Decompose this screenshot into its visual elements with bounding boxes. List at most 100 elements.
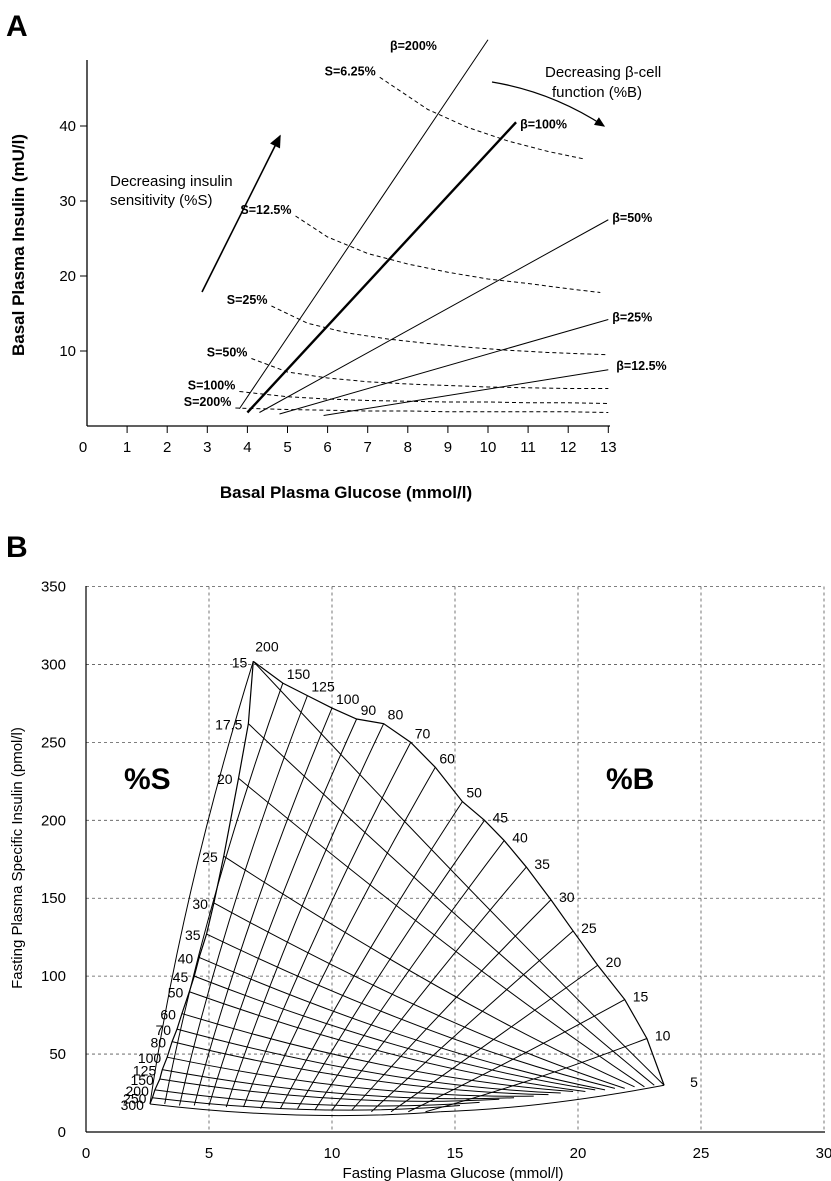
panel-b-s-value-label: 15 xyxy=(232,654,248,670)
panel-b-s-curve xyxy=(171,1041,549,1096)
panel-a-sensitivity-arrow xyxy=(201,134,281,293)
panel-b-s-value-label: 25 xyxy=(202,849,218,865)
panel-b-b-curve xyxy=(331,866,527,1111)
panel-b-b-value-label: 100 xyxy=(336,691,360,707)
panel-b-b-value-label: 50 xyxy=(466,785,482,801)
panel-b-x-tick-label: 5 xyxy=(205,1145,213,1162)
panel-a-s-curve xyxy=(239,391,609,404)
panel-b-y-axis-title: Fasting Plasma Specific Insulin (pmol/l) xyxy=(9,727,26,989)
panel-b-s-value-label: 70 xyxy=(155,1022,171,1038)
panel-a-x-tick-label: 3 xyxy=(203,439,211,456)
panel-b-b-curve xyxy=(390,964,598,1113)
panel-a-x-tick-label: 8 xyxy=(404,439,412,456)
panel-a-y-tick-label: 10 xyxy=(59,343,76,360)
panel-b-s-value-label: 50 xyxy=(168,985,184,1001)
panel-b-b-curve xyxy=(297,820,485,1109)
panel-a-y-ticks: 10 20 30 40 xyxy=(59,118,87,360)
panel-b-b-value-label: 80 xyxy=(388,707,404,723)
panel-b-y-tick-label: 150 xyxy=(41,890,66,907)
panel-b-b-value-label: 70 xyxy=(415,725,431,741)
panel-b-b-curve xyxy=(279,801,463,1109)
panel-a-beta-line-label: β=50% xyxy=(612,211,652,225)
panel-b-b-value-label: 35 xyxy=(534,856,550,872)
panel-b-b-value-label: 40 xyxy=(512,830,528,846)
panel-b-b-curve xyxy=(178,695,308,1106)
panel-b-s-value-label: 150 xyxy=(130,1072,154,1088)
panel-b-b-value-label: 10 xyxy=(655,1027,671,1043)
panel-a-beta-line xyxy=(246,121,517,414)
panel-a-letter: A xyxy=(6,10,28,43)
panel-a-x-tick-label: 9 xyxy=(444,439,452,456)
panel-b-s-value-label: 100 xyxy=(138,1050,162,1066)
panel-a-x-tick-label: 5 xyxy=(283,439,291,456)
panel-a-beta-line xyxy=(238,39,489,410)
panel-a-beta-line-label: β=12.5% xyxy=(616,359,666,373)
panel-a-x-axis-title: Basal Plasma Glucose (mmol/l) xyxy=(220,483,472,502)
panel-b-b-curve xyxy=(314,840,505,1111)
panel-b-s-curve xyxy=(167,1056,534,1097)
panel-a-sensitivity-annotation-line1: Decreasing insulin xyxy=(110,173,233,190)
panel-a-y-tick-label: 20 xyxy=(59,268,76,285)
panel-b-s-curve xyxy=(194,975,596,1091)
panel-b-s-curve xyxy=(159,1078,500,1102)
panel-b-s-curve xyxy=(238,777,645,1088)
panel-b-s-curve xyxy=(149,1103,441,1117)
panel-a-s-curve-label: S=50% xyxy=(207,346,248,360)
panel-a-s-curve xyxy=(235,407,609,413)
panel-b-b-value-label: 200 xyxy=(255,638,279,654)
panel-a-beta-annotation-line1: Decreasing β-cell xyxy=(545,64,661,81)
panel-b-y-tick-label: 300 xyxy=(41,656,66,673)
panel-b-s-curves-group xyxy=(149,660,665,1117)
panel-b-s-curve xyxy=(154,1089,480,1107)
panel-b-x-tick-label: 30 xyxy=(816,1145,831,1162)
panel-a-beta-line-label: β=25% xyxy=(612,311,652,325)
panel-b-left-boundary xyxy=(149,661,254,1105)
panel-b-b-curve xyxy=(149,661,254,1105)
panel-b-top-boundary xyxy=(252,660,665,1086)
panel-b-s-value-label: 40 xyxy=(178,950,194,966)
panel-a-s-curve-label: S=12.5% xyxy=(240,203,291,217)
panel-b-s-value-label: 20 xyxy=(217,771,233,787)
panel-b-s-value-label: 250 xyxy=(123,1091,147,1107)
panel-b-b-value-label: 30 xyxy=(559,889,575,905)
panel-b-b-curve xyxy=(440,1084,665,1113)
panel-a-beta-function-arrow xyxy=(491,81,606,127)
panel-b-y-tick-label: 50 xyxy=(49,1046,66,1063)
panel-a-beta-line xyxy=(323,369,609,416)
panel-a-x-tick-label: 4 xyxy=(243,439,251,456)
panel-b-b-value-label: 5 xyxy=(690,1074,698,1090)
panel-b-b-curve xyxy=(208,718,358,1106)
panel-b-s-curve xyxy=(181,1013,574,1092)
panel-a-s-curve-label: S=200% xyxy=(184,395,232,409)
panel-a-y-tick-label: 40 xyxy=(59,118,76,135)
panel-b-x-tick-label: 15 xyxy=(447,1145,464,1162)
panel-b-s-value-label: 125 xyxy=(133,1063,157,1079)
panel-b-b-curves-group xyxy=(149,660,665,1113)
panel-b-b-value-label: 20 xyxy=(606,954,622,970)
panel-b-s-curve xyxy=(206,933,616,1089)
panel-a-s-curve xyxy=(271,305,609,356)
panel-b-s-value-label: 30 xyxy=(192,896,208,912)
panel-b-b-value-label: 125 xyxy=(311,679,335,695)
panel-b-b-curve xyxy=(242,742,412,1108)
panel-a-beta-annotation-line2: function (%B) xyxy=(552,84,642,101)
panel-a-s-curve-label: S=100% xyxy=(188,379,236,393)
panel-b-s-region-label: %S xyxy=(124,763,171,796)
panel-b-x-tick-label: 20 xyxy=(570,1145,587,1162)
panel-a-beta-series-group: β=200% β=100% β=50% β=25% β=12.5% xyxy=(238,39,667,416)
panel-b-b-region-label: %B xyxy=(606,763,654,796)
panel-b-x-tick-label: 25 xyxy=(693,1145,710,1162)
panel-a-beta-line xyxy=(259,219,609,413)
panel-a-s-curve-label: S=25% xyxy=(227,293,268,307)
panel-a-s-curve xyxy=(295,215,601,293)
panel-b-s-value-label: 80 xyxy=(151,1035,167,1051)
panel-a-s-curve-label: S=6.25% xyxy=(325,64,376,78)
panel-b-s-curve xyxy=(223,855,635,1088)
panel-a-x-tick-label: 12 xyxy=(560,439,577,456)
panel-a-beta-line xyxy=(279,319,609,415)
